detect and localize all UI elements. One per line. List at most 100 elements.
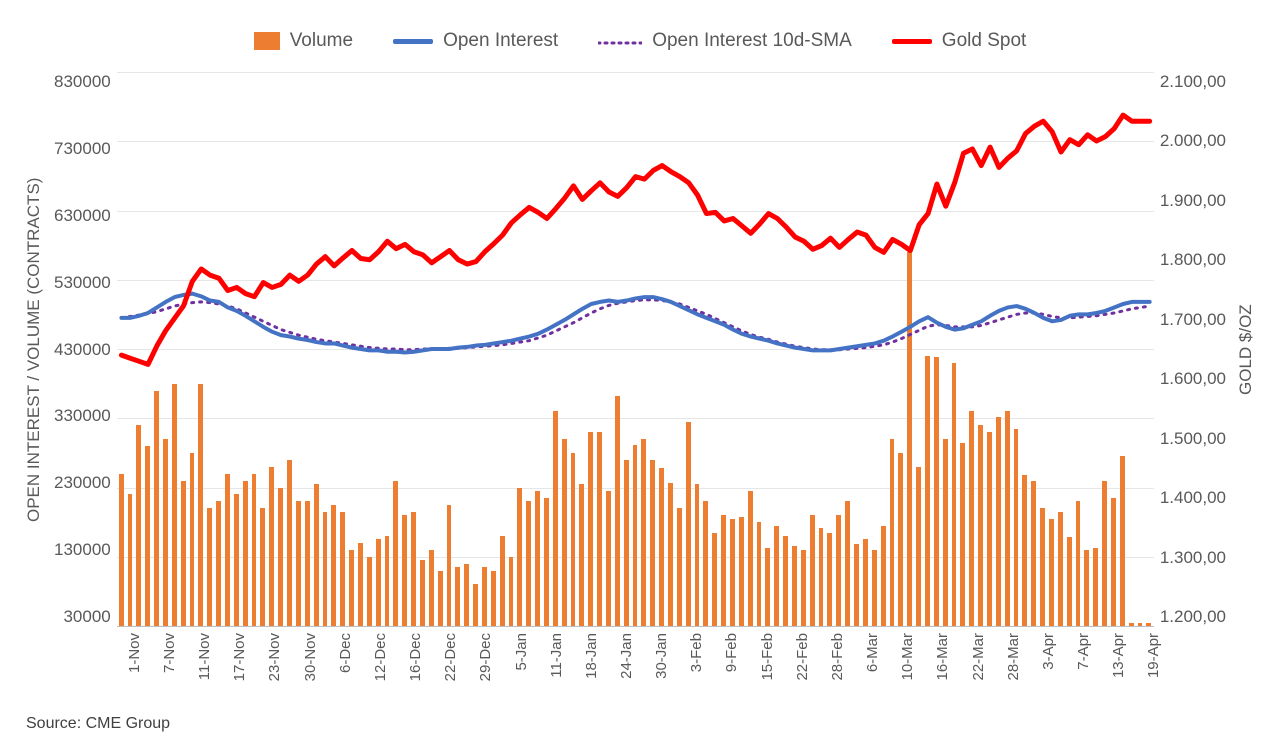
x-tick-slot: 12-Dec (363, 633, 381, 705)
x-tick-slot: 24-Jan (609, 633, 627, 705)
x-tick-slot: 7-Apr (1066, 633, 1084, 705)
legend-item-oi: Open Interest (393, 30, 558, 52)
x-tick-slot: 23-Nov (258, 633, 276, 705)
x-tick-slot: 30-Jan (644, 633, 662, 705)
x-tick-slot: 1-Nov (117, 633, 135, 705)
x-tick-slot: 15-Feb (750, 633, 768, 705)
y-left-tick: 730000 (54, 139, 111, 159)
x-tick-slot (767, 633, 785, 705)
y-left-tick: 230000 (54, 473, 111, 493)
x-tick-slot (627, 633, 645, 705)
x-tick-slot (240, 633, 258, 705)
x-tick-label: 19-Apr (1145, 633, 1162, 678)
x-tick-slot (697, 633, 715, 705)
y-right-labels: 2.100,002.000,001.900,001.800,001.700,00… (1154, 72, 1232, 627)
oi-swatch (393, 39, 433, 44)
y-right-tick: 1.400,00 (1160, 488, 1226, 508)
legend-label: Gold Spot (942, 30, 1027, 52)
x-tick-slot (381, 633, 399, 705)
source-text: Source: CME Group (20, 705, 1260, 733)
y-right-tick: 2.000,00 (1160, 131, 1226, 151)
x-tick-slot (1013, 633, 1031, 705)
y-right-tick: 1.200,00 (1160, 607, 1226, 627)
x-tick-slot: 16-Dec (398, 633, 416, 705)
gold-swatch (892, 39, 932, 44)
x-tick-slot (205, 633, 223, 705)
oi-sma-line (121, 300, 1149, 350)
legend-label: Open Interest (443, 30, 558, 52)
y-left-tick: 530000 (54, 273, 111, 293)
x-tick-slot: 28-Mar (996, 633, 1014, 705)
volume-swatch (254, 32, 280, 50)
y-left-title: OPEN INTEREST / VOLUME (CONTRACTS) (20, 72, 48, 627)
x-tick-slot (556, 633, 574, 705)
x-tick-slot: 28-Feb (820, 633, 838, 705)
x-tick-slot: 22-Dec (433, 633, 451, 705)
plot-area (117, 72, 1154, 627)
x-tick-slot (451, 633, 469, 705)
legend-label: Volume (290, 30, 353, 52)
x-tick-slot (416, 633, 434, 705)
y-right-tick: 1.300,00 (1160, 548, 1226, 568)
x-tick-slot: 3-Feb (680, 633, 698, 705)
y-left-tick: 830000 (54, 72, 111, 92)
x-tick-slot (1119, 633, 1137, 705)
y-right-tick: 1.800,00 (1160, 250, 1226, 270)
y-right-title: GOLD $/OZ (1232, 72, 1260, 627)
x-tick-slot (908, 633, 926, 705)
x-tick-slot: 9-Feb (715, 633, 733, 705)
oi-line (121, 294, 1149, 353)
y-right-tick: 2.100,00 (1160, 72, 1226, 92)
y-left-labels: 830000 730000 630000 530000 430000 330000 2300… (48, 72, 117, 627)
x-tick-slot (521, 633, 539, 705)
x-tick-slot: 7-Nov (152, 633, 170, 705)
x-tick-slot: 29-Dec (469, 633, 487, 705)
x-tick-slot (732, 633, 750, 705)
x-tick-slot: 22-Mar (961, 633, 979, 705)
legend-label: Open Interest 10d-SMA (652, 30, 852, 52)
oi-sma-swatch (598, 30, 642, 52)
x-tick-slot: 30-Nov (293, 633, 311, 705)
chart-container: Volume Open Interest Open Interest 10d-S… (20, 20, 1260, 733)
x-labels: 1-Nov 7-Nov 11-Nov 17-Nov 23-Nov 30-Nov 6-Dec 1… (117, 633, 1154, 705)
y-left-tick: 130000 (54, 540, 111, 560)
legend-item-gold: Gold Spot (892, 30, 1027, 52)
x-tick-slot (1084, 633, 1102, 705)
y-right-tick: 1.500,00 (1160, 429, 1226, 449)
x-tick-slot: 5-Jan (504, 633, 522, 705)
x-tick-slot (943, 633, 961, 705)
lines-overlay (117, 72, 1154, 626)
x-tick-slot: 6-Mar (855, 633, 873, 705)
x-tick-slot (275, 633, 293, 705)
x-tick-slot (310, 633, 328, 705)
y-right-tick: 1.600,00 (1160, 369, 1226, 389)
x-tick-slot: 17-Nov (222, 633, 240, 705)
x-tick-slot: 11-Jan (539, 633, 557, 705)
x-tick-slot (978, 633, 996, 705)
x-tick-slot (662, 633, 680, 705)
x-tick-slot: 18-Jan (574, 633, 592, 705)
x-tick-slot: 6-Dec (328, 633, 346, 705)
y-right-tick: 1.700,00 (1160, 310, 1226, 330)
x-tick-slot (1049, 633, 1067, 705)
x-tick-slot: 11-Nov (187, 633, 205, 705)
x-tick-slot: 10-Mar (890, 633, 908, 705)
x-tick-slot: 19-Apr (1137, 633, 1155, 705)
x-tick-slot (838, 633, 856, 705)
y-left-tick: 630000 (54, 206, 111, 226)
x-tick-slot (135, 633, 153, 705)
x-tick-slot (592, 633, 610, 705)
x-tick-slot (346, 633, 364, 705)
x-tick-slot: 3-Apr (1031, 633, 1049, 705)
y-left-tick: 430000 (54, 340, 111, 360)
x-tick-slot: 13-Apr (1101, 633, 1119, 705)
legend: Volume Open Interest Open Interest 10d-S… (20, 20, 1260, 72)
y-left-tick: 30000 (54, 607, 111, 627)
x-tick-slot (486, 633, 504, 705)
x-tick-slot: 22-Feb (785, 633, 803, 705)
x-tick-slot: 16-Mar (926, 633, 944, 705)
legend-item-oi-sma: Open Interest 10d-SMA (598, 30, 852, 52)
plot-row: OPEN INTEREST / VOLUME (CONTRACTS) 83000… (20, 72, 1260, 627)
legend-item-volume: Volume (254, 30, 353, 52)
y-left-tick: 330000 (54, 406, 111, 426)
